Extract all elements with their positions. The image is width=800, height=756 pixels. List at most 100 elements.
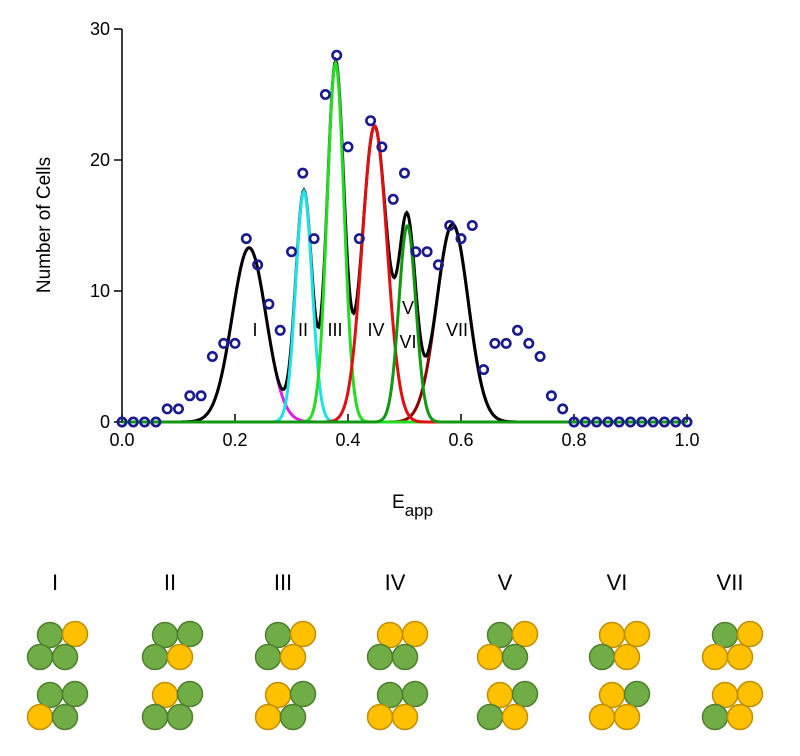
fit-curve [122, 124, 687, 424]
data-point [342, 141, 354, 153]
subunit-circle [264, 681, 292, 709]
subunit-circle [511, 680, 539, 708]
data-point [308, 233, 320, 245]
data-point [432, 259, 444, 271]
data-point [116, 416, 128, 428]
subunit-circle [598, 681, 626, 709]
y-tick-label: 20 [90, 150, 110, 170]
y-axis-label: Number of Cells [34, 157, 55, 293]
subunit-circle [166, 643, 194, 671]
data-point [285, 246, 297, 258]
y-tick-label: 10 [90, 281, 110, 301]
subunit-circle [711, 621, 739, 649]
subunit-circle [623, 620, 651, 648]
data-point [206, 350, 218, 362]
subunit-circle [613, 643, 641, 671]
subunit-circle [501, 643, 529, 671]
subunit-circle [588, 643, 616, 671]
subunit-circle [476, 703, 504, 731]
subunit-circle [176, 680, 204, 708]
data-point [184, 390, 196, 402]
data-point [398, 167, 410, 179]
subunit-circle [391, 643, 419, 671]
data-point [466, 220, 478, 232]
subunit-circle [264, 621, 292, 649]
diagram-label: V [498, 570, 513, 595]
peak-label: VII [446, 320, 468, 340]
x-axis-label-sub: app [405, 501, 433, 520]
data-point [455, 233, 467, 245]
x-tick-label: 1.0 [674, 430, 699, 450]
subunit-circle [141, 703, 169, 731]
data-point [365, 115, 377, 127]
data-point [161, 403, 173, 415]
data-point [579, 416, 591, 428]
diagram-label: VI [607, 570, 628, 595]
subunit-circle [711, 681, 739, 709]
data-point [387, 193, 399, 205]
subunit-circle [623, 680, 651, 708]
data-point [252, 259, 264, 271]
y-tick-label: 0 [100, 412, 110, 432]
subunit-circle [166, 703, 194, 731]
subunit-circle [701, 703, 729, 731]
subunit-circle [511, 620, 539, 648]
subunit-circle [141, 643, 169, 671]
data-point [150, 416, 162, 428]
subunit-circle [501, 703, 529, 731]
x-tick-label: 0.4 [335, 430, 360, 450]
subunit-circle [61, 620, 89, 648]
diagram-label: III [274, 570, 292, 595]
subunit-circle [279, 703, 307, 731]
peak-label: VI [399, 332, 416, 352]
data-point [534, 350, 546, 362]
data-point [218, 337, 230, 349]
subunit-circle [736, 620, 764, 648]
subunit-circle [151, 681, 179, 709]
peak-label: II [298, 320, 308, 340]
peak-label: I [252, 320, 257, 340]
subunit-circle [36, 621, 64, 649]
data-point [568, 416, 580, 428]
subunit-circle [376, 621, 404, 649]
subunit-circle [391, 703, 419, 731]
subunit-circle [701, 643, 729, 671]
x-axis-label-main: E [392, 492, 405, 513]
subunit-circle [486, 621, 514, 649]
data-point [240, 233, 252, 245]
data-point [523, 337, 535, 349]
data-point [658, 416, 670, 428]
data-point [376, 141, 388, 153]
data-point [353, 233, 365, 245]
data-point [421, 246, 433, 258]
data-point [602, 416, 614, 428]
subunit-circle [613, 703, 641, 731]
subunit-circle [366, 643, 394, 671]
subunit-circle [486, 681, 514, 709]
data-point [591, 416, 603, 428]
subunit-circle [61, 680, 89, 708]
data-point [263, 298, 275, 310]
data-point [331, 49, 343, 61]
data-point [478, 364, 490, 376]
subunit-circle [151, 621, 179, 649]
data-point [274, 324, 286, 336]
data-point [489, 337, 501, 349]
x-axis-label: Eapp [392, 492, 433, 520]
diagram-label: VII [717, 570, 744, 595]
subunit-circle [26, 643, 54, 671]
subunit-circle [279, 643, 307, 671]
subunit-circle [289, 620, 317, 648]
subunit-circle [476, 643, 504, 671]
subunit-circle [289, 680, 317, 708]
y-tick-label: 30 [90, 19, 110, 39]
peak-label: III [327, 320, 342, 340]
subunit-circle [254, 703, 282, 731]
subunit-circle [51, 643, 79, 671]
subunit-circle [588, 703, 616, 731]
data-point [297, 167, 309, 179]
data-point [319, 89, 331, 101]
subunit-circle [401, 680, 429, 708]
subunit-circle [376, 681, 404, 709]
